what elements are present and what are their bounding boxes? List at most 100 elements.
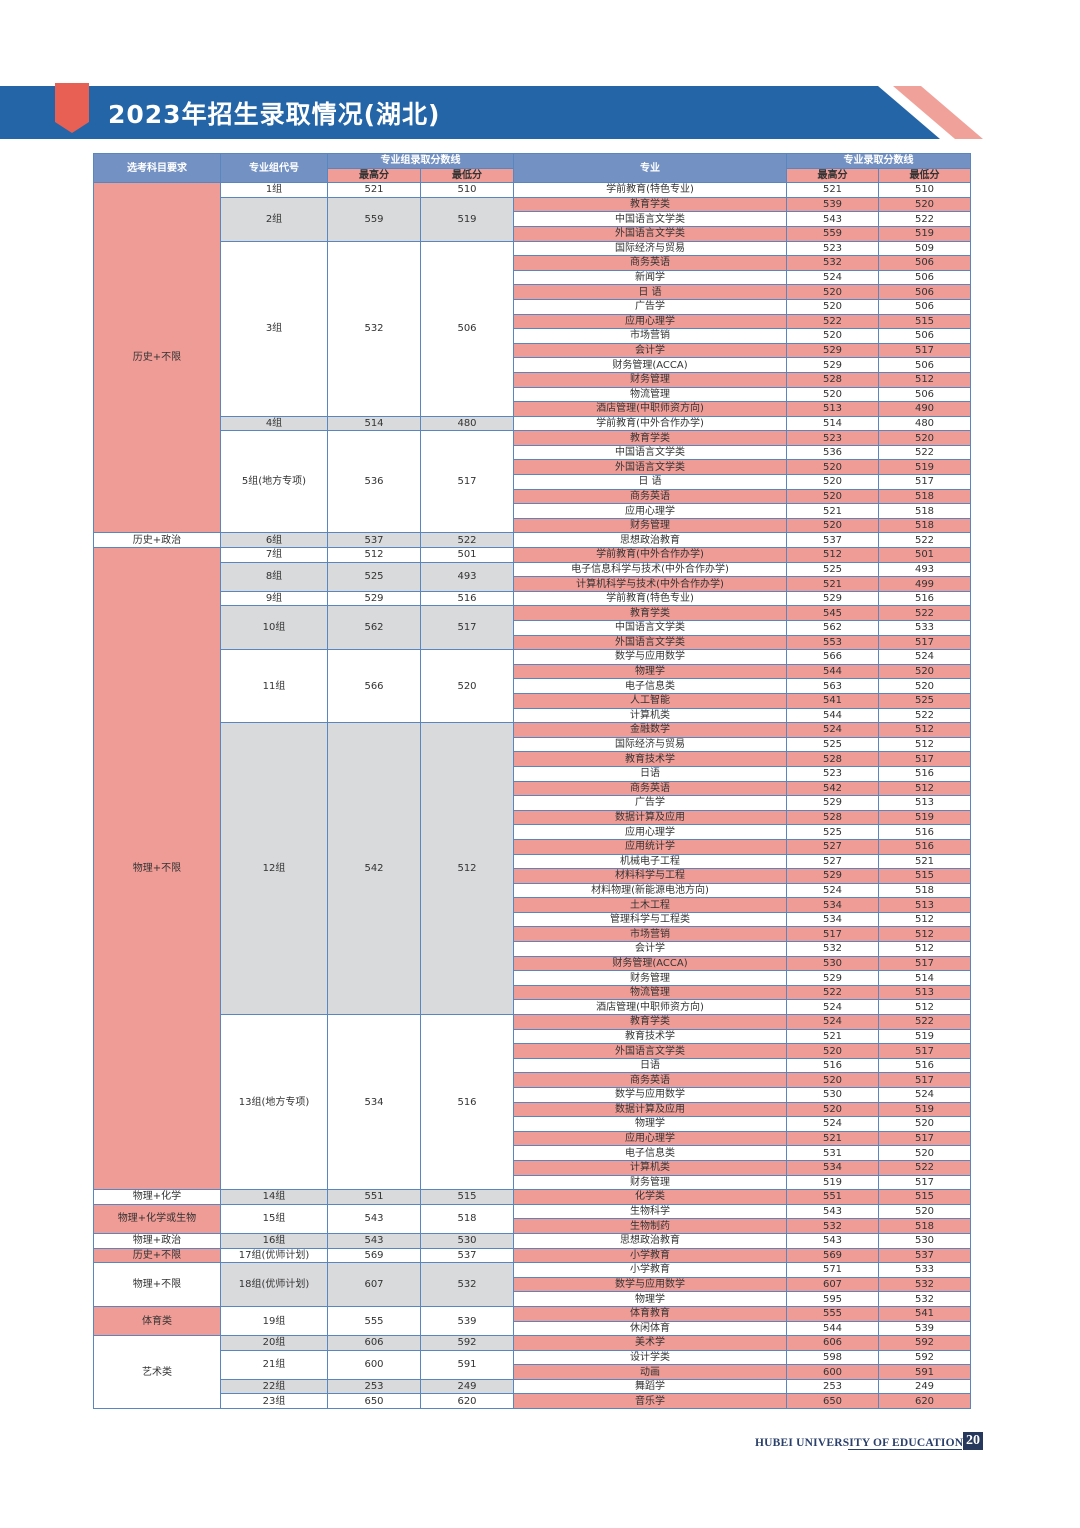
major-max-score-cell: 524 <box>786 882 879 899</box>
major-min-score-cell: 522 <box>878 707 971 724</box>
table-row: 物理学 524 520 <box>94 1116 971 1132</box>
major-max-score-cell: 524 <box>786 722 879 738</box>
major-min-score-cell: 510 <box>878 182 971 198</box>
major-min-score-cell: 520 <box>878 430 971 446</box>
major-min-score-cell: 592 <box>878 1335 971 1351</box>
major-min-score-cell: 516 <box>878 590 971 607</box>
major-min-score-cell: 512 <box>878 722 971 738</box>
group-min-score-cell: 591 <box>420 1349 514 1380</box>
major-name-cell: 商务英语 <box>513 780 787 797</box>
group-code-cell: 7组 <box>220 547 328 563</box>
major-min-score-cell: 519 <box>878 459 971 476</box>
major-min-score-cell: 499 <box>878 576 971 592</box>
major-name-cell: 舞蹈学 <box>513 1378 787 1395</box>
major-name-cell: 酒店管理(中职师资方向) <box>513 999 787 1016</box>
major-name-cell: 应用心理学 <box>513 503 787 519</box>
group-min-score-cell: 518 <box>420 1203 514 1234</box>
subject-requirement-cell: 历史+不限 <box>93 182 221 534</box>
major-name-cell: 广告学 <box>513 298 787 315</box>
group-min-score-cell: 530 <box>420 1232 514 1249</box>
group-max-score-cell: 543 <box>327 1232 421 1249</box>
table-row: 艺术类 20组 606 592 美术学 606 592 <box>93 1335 971 1410</box>
major-min-score-cell: 517 <box>878 955 971 972</box>
major-name-cell: 体育教育 <box>513 1305 787 1322</box>
major-min-score-cell: 515 <box>878 313 971 330</box>
group-code-cell: 14组 <box>220 1189 328 1205</box>
major-min-score-cell: 518 <box>878 488 971 505</box>
major-name-cell: 休闲体育 <box>513 1320 787 1337</box>
group-min-score-cell: 532 <box>420 1262 514 1307</box>
group-max-score-cell: 559 <box>327 196 421 242</box>
major-name-cell: 物理学 <box>513 663 787 680</box>
major-min-score-cell: 522 <box>878 1014 971 1030</box>
major-max-score-cell: 606 <box>786 1335 879 1351</box>
subject-requirement-cell: 物理+化学 <box>93 1189 221 1205</box>
table-body: 历史+不限 1组 521 510 学前教育(特色专业) 521 510 2组 559 519 教育学… <box>93 182 971 1410</box>
group-max-score-cell: 551 <box>327 1189 421 1205</box>
major-min-score-cell: 520 <box>878 1203 971 1220</box>
table-row: 应用心理学 525 516 <box>94 824 971 840</box>
major-max-score-cell: 531 <box>786 1145 879 1161</box>
group-min-score-cell: 515 <box>420 1189 514 1205</box>
major-max-score-cell: 527 <box>786 838 879 855</box>
table-row: 酒店管理(中职师资方向) 524 512 <box>94 999 971 1016</box>
major-min-score-cell: 249 <box>878 1378 971 1395</box>
group-min-score-cell: 519 <box>420 196 514 242</box>
major-name-cell: 应用统计学 <box>513 838 787 855</box>
table-row: 教育技术学 521 519 <box>94 1028 971 1045</box>
table-row: 体育类 19组 555 539 体育教育 555 541 <box>93 1305 971 1337</box>
table-row: 商务英语 542 512 <box>94 780 971 797</box>
major-min-score-cell: 517 <box>878 634 971 651</box>
major-max-score-cell: 595 <box>786 1291 879 1307</box>
group-max-score-cell: 514 <box>327 415 421 432</box>
major-name-cell: 财务管理(ACCA) <box>513 955 787 972</box>
table-row: 中国语言文学类 543 522 <box>94 211 971 227</box>
major-name-cell: 财务管理 <box>513 517 787 534</box>
major-name-cell: 日 语 <box>513 284 787 300</box>
major-max-score-cell: 536 <box>786 444 879 461</box>
major-min-score-cell: 532 <box>878 1291 971 1307</box>
major-max-score-cell: 520 <box>786 1072 879 1088</box>
group-code-cell: 18组(优师计划) <box>220 1262 328 1307</box>
group-max-score-cell: 600 <box>327 1349 421 1380</box>
major-name-cell: 教育学类 <box>513 605 787 621</box>
major-min-score-cell: 512 <box>878 736 971 753</box>
major-max-score-cell: 517 <box>786 926 879 943</box>
major-name-cell: 教育技术学 <box>513 1028 787 1045</box>
footer-university-name: HUBEI UNIVERSITY OF EDUCATION <box>755 1437 964 1449</box>
group-code-cell: 12组 <box>220 722 328 1016</box>
major-max-score-cell: 566 <box>786 649 879 665</box>
group-max-score-cell: 562 <box>327 605 421 651</box>
major-name-cell: 会计学 <box>513 941 787 957</box>
major-name-cell: 国际经济与贸易 <box>513 736 787 753</box>
table-row: 应用统计学 527 516 <box>94 838 971 855</box>
major-max-score-cell: 543 <box>786 1232 879 1249</box>
major-min-score-cell: 501 <box>878 547 971 563</box>
footer-underline <box>848 1449 962 1450</box>
major-min-score-cell: 506 <box>878 386 971 403</box>
major-max-score-cell: 543 <box>786 1203 879 1220</box>
table-row: 历史+不限 1组 521 510 学前教育(特色专业) 521 510 <box>93 182 971 534</box>
group-code-cell: 3组 <box>220 240 328 417</box>
major-min-score-cell: 512 <box>878 926 971 943</box>
major-max-score-cell: 520 <box>786 298 879 315</box>
major-name-cell: 动画 <box>513 1364 787 1380</box>
major-min-score-cell: 517 <box>878 751 971 767</box>
major-min-score-cell: 490 <box>878 401 971 417</box>
major-max-score-cell: 571 <box>786 1262 879 1278</box>
group-min-score-cell: 501 <box>420 547 514 563</box>
table-row: 数据计算及应用 520 519 <box>94 1101 971 1118</box>
table-row: 财务管理 520 518 <box>94 517 971 534</box>
group-max-score-cell: 537 <box>327 532 421 549</box>
major-max-score-cell: 534 <box>786 897 879 913</box>
major-min-score-cell: 537 <box>878 1247 971 1264</box>
major-min-score-cell: 521 <box>878 853 971 870</box>
major-max-score-cell: 253 <box>786 1378 879 1395</box>
subject-requirement-cell: 物理+不限 <box>93 547 221 1191</box>
major-name-cell: 数学与应用数学 <box>513 1276 787 1293</box>
major-max-score-cell: 528 <box>786 809 879 826</box>
major-name-cell: 应用心理学 <box>513 824 787 840</box>
major-min-score-cell: 519 <box>878 809 971 826</box>
major-name-cell: 教育学类 <box>513 430 787 446</box>
major-name-cell: 国际经济与贸易 <box>513 240 787 257</box>
